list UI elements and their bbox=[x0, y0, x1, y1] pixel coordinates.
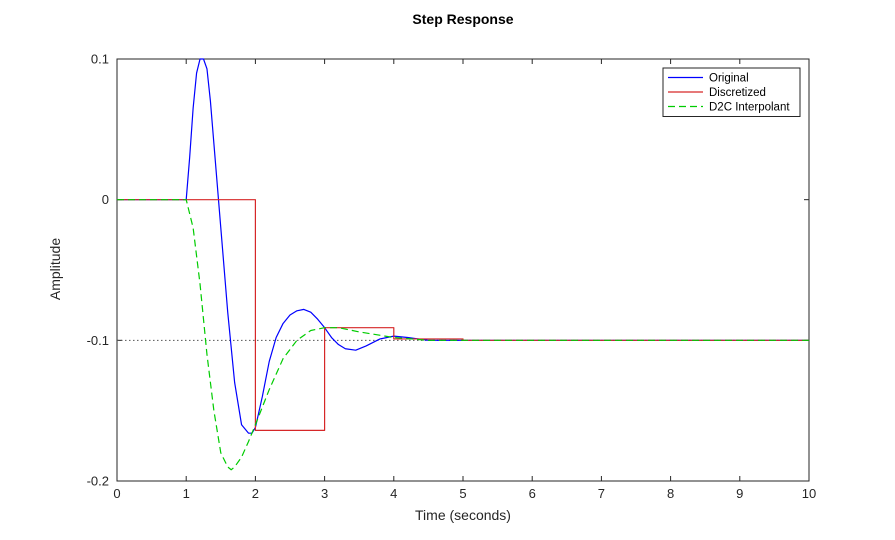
y-axis-label: Amplitude bbox=[47, 238, 63, 300]
x-tick-label: 6 bbox=[529, 486, 536, 501]
y-tick-label: -0.2 bbox=[87, 474, 109, 489]
x-axis-label: Time (seconds) bbox=[415, 507, 511, 523]
x-tick-label: 9 bbox=[736, 486, 743, 501]
x-tick-label: 5 bbox=[459, 486, 466, 501]
x-tick-label: 0 bbox=[113, 486, 120, 501]
y-tick-label: -0.1 bbox=[87, 333, 109, 348]
legend-label: Original bbox=[709, 73, 749, 85]
y-tick-label: 0 bbox=[102, 192, 109, 207]
legend-label: D2C Interpolant bbox=[709, 102, 790, 114]
axes-box bbox=[116, 58, 810, 482]
series-line-d2c-interpolant bbox=[117, 199, 809, 471]
legend-label: Discretized bbox=[709, 87, 766, 99]
x-tick-label: 3 bbox=[321, 486, 328, 501]
y-tick-label: 0.1 bbox=[91, 52, 109, 67]
x-tick-label: 4 bbox=[390, 486, 397, 501]
x-tick-label: 1 bbox=[183, 486, 190, 501]
x-tick-label: 10 bbox=[802, 486, 816, 501]
plot-area: 0 1 2 3 4 5 6 7 8 9 10 0.1 0 -0.1 -0.2 Original Discreti… bbox=[87, 52, 817, 502]
x-tick-label: 2 bbox=[252, 486, 259, 501]
x-tick-label: 7 bbox=[598, 486, 605, 501]
chart-title: Step Response bbox=[412, 11, 513, 27]
x-tick-label: 8 bbox=[667, 486, 674, 501]
